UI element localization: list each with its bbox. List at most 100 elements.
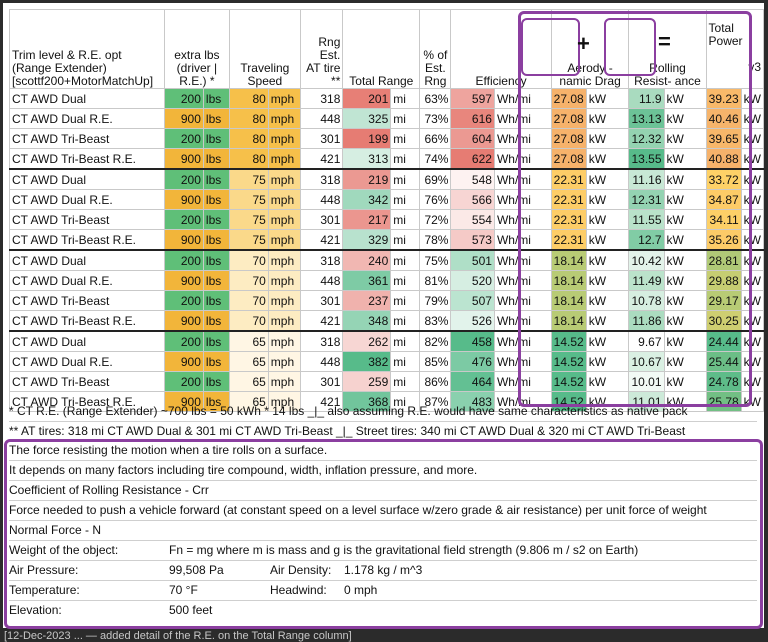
rolling-resistance-cell: 10.67 — [628, 351, 665, 372]
kw-unit: kW — [663, 270, 707, 291]
efficiency-cell: 483 — [450, 391, 495, 412]
total-range-cell: 259 — [342, 371, 392, 392]
table-row: CT AWD Tri-Beast R.E. 900 lbs 80 mph 421 313 mi… — [9, 148, 765, 170]
whmi-unit: Wh/mi — [493, 189, 552, 210]
trim-cell: CT AWD Dual — [9, 249, 165, 271]
rolling-resistance-cell: 12.7 — [628, 229, 665, 251]
header-trim: Trim level & R.E. opt (Range Extender) [… — [9, 9, 165, 89]
efficiency-cell: 573 — [450, 229, 495, 251]
extra-lbs-cell: 200 — [163, 88, 204, 109]
temperature-label: Temperature: — [9, 583, 80, 597]
kw-unit: kW — [585, 249, 630, 271]
aero-drag-cell: 18.14 — [550, 310, 587, 332]
mph-unit: mph — [267, 168, 301, 190]
pct-cell: 73% — [419, 108, 452, 129]
kw-unit: kW — [663, 108, 707, 129]
total-power-cell: 25.44 — [705, 351, 742, 372]
speed-cell: 80 — [228, 128, 269, 149]
speed-cell: 75 — [228, 209, 269, 230]
kw-unit: kW — [663, 351, 707, 372]
total-power-cell: 28.81 — [705, 249, 742, 271]
aero-drag-cell: 27.08 — [550, 88, 587, 109]
rolling-resistance-cell: 11.86 — [628, 310, 665, 332]
extra-lbs-cell: 200 — [163, 290, 204, 311]
trim-cell: CT AWD Tri-Beast — [9, 371, 165, 392]
trim-cell: CT AWD Dual R.E. — [9, 351, 165, 372]
extra-lbs-cell: 900 — [163, 189, 204, 210]
rng-est-cell: 318 — [299, 330, 344, 352]
lbs-unit: lbs — [202, 371, 230, 392]
mph-unit: mph — [267, 371, 301, 392]
total-power-cell: 34.87 — [705, 189, 742, 210]
extra-lbs-cell: 900 — [163, 108, 204, 129]
whmi-unit: Wh/mi — [493, 270, 552, 291]
header-row: Trim level & R.E. opt (Range Extender) [… — [9, 9, 765, 89]
extra-lbs-cell: 900 — [163, 391, 204, 412]
rng-est-cell: 448 — [299, 270, 344, 291]
whmi-unit: Wh/mi — [493, 249, 552, 271]
kw-unit: kW — [740, 108, 765, 129]
divider — [9, 460, 757, 461]
kw-unit: kW — [585, 148, 630, 170]
footnote-range-extender: * CT R.E. (Range Extender) ~700 lbs = 50… — [9, 404, 688, 418]
pct-cell: 78% — [419, 229, 452, 251]
kw-unit: kW — [663, 168, 707, 190]
aero-drag-cell: 22.31 — [550, 189, 587, 210]
mi-unit: mi — [390, 229, 421, 251]
table-row: CT AWD Tri-Beast 200 lbs 70 mph 301 237 mi 79% 50… — [9, 290, 765, 311]
total-power-cell: 24.78 — [705, 371, 742, 392]
kw-unit: kW — [585, 290, 630, 311]
efficiency-cell: 458 — [450, 330, 495, 352]
whmi-unit: Wh/mi — [493, 351, 552, 372]
kw-unit: kW — [663, 189, 707, 210]
total-range-cell: 348 — [342, 310, 392, 332]
table-body: CT AWD Dual 200 lbs 80 mph 318 201 mi 63% 597 Wh/m… — [9, 88, 765, 412]
total-range-cell: 361 — [342, 270, 392, 291]
kw-unit: kW — [740, 351, 765, 372]
trim-cell: CT AWD Dual — [9, 330, 165, 352]
rolling-resistance-cell: 12.32 — [628, 128, 665, 149]
footnote-tires: ** AT tires: 318 mi CT AWD Dual & 301 mi… — [9, 424, 686, 438]
rng-est-cell: 301 — [299, 209, 344, 230]
total-power-cell: 25.78 — [705, 391, 742, 412]
rng-est-cell: 421 — [299, 229, 344, 251]
whmi-unit: Wh/mi — [493, 88, 552, 109]
kw-unit: kW — [740, 391, 765, 412]
lbs-unit: lbs — [202, 249, 230, 271]
efficiency-cell: 622 — [450, 148, 495, 170]
rng-est-cell: 301 — [299, 128, 344, 149]
equals-symbol: = — [658, 29, 671, 54]
speed-cell: 70 — [228, 290, 269, 311]
mph-unit: mph — [267, 330, 301, 352]
mph-unit: mph — [267, 209, 301, 230]
divider — [9, 421, 757, 422]
kw-unit: kW — [585, 351, 630, 372]
kw-unit: kW — [585, 229, 630, 251]
trim-cell: CT AWD Dual — [9, 88, 165, 109]
aero-drag-cell: 27.08 — [550, 128, 587, 149]
mph-unit: mph — [267, 310, 301, 332]
rolling-resistance-cell: 11.16 — [628, 168, 665, 190]
trim-cell: CT AWD Tri-Beast R.E. — [9, 310, 165, 332]
speed-cell: 80 — [228, 148, 269, 170]
aero-drag-cell: 18.14 — [550, 249, 587, 271]
aero-drag-cell: 14.52 — [550, 371, 587, 392]
caption-text: [12-Dec-2023 ... — added detail of the R… — [4, 630, 352, 642]
lbs-unit: lbs — [202, 351, 230, 372]
efficiency-cell: 604 — [450, 128, 495, 149]
kw-unit: kW — [740, 330, 765, 352]
divider — [9, 540, 757, 541]
pct-cell: 86% — [419, 371, 452, 392]
aero-drag-cell: 27.08 — [550, 108, 587, 129]
whmi-unit: Wh/mi — [493, 108, 552, 129]
rolling-resistance-cell: 11.55 — [628, 209, 665, 230]
air-pressure-value: 99,508 Pa — [169, 563, 224, 577]
kw-unit: kW — [663, 371, 707, 392]
total-power-cell: 34.11 — [705, 209, 742, 230]
rng-est-cell: 318 — [299, 168, 344, 190]
total-range-cell: 237 — [342, 290, 392, 311]
table-row: CT AWD Dual 200 lbs 65 mph 318 262 mi 82% 458 Wh/m… — [9, 330, 765, 352]
rolling-resistance-cell: 13.13 — [628, 108, 665, 129]
kw-unit: kW — [740, 148, 765, 170]
total-range-cell: 382 — [342, 351, 392, 372]
